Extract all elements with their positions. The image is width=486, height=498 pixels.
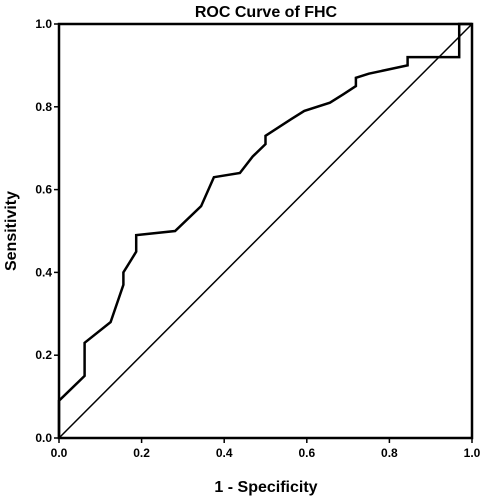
x-tick-label: 0.2 (133, 446, 150, 460)
x-tick-label: 0.0 (51, 446, 68, 460)
reference-line (58, 23, 473, 439)
plot-area: 0.0 0.2 0.4 0.6 0.8 1.0 0.0 0.2 0.4 0.6 0.8 1.0 (35, 17, 480, 460)
y-tick-label: 0.8 (35, 100, 52, 114)
y-tick-label: 0.0 (35, 431, 52, 445)
y-tick-label: 0.6 (35, 183, 52, 197)
x-tick-label: 0.4 (216, 446, 233, 460)
x-tick-label: 1.0 (464, 446, 481, 460)
y-tick-label: 0.2 (35, 348, 52, 362)
x-axis-label: 1 - Specificity (214, 479, 317, 496)
roc-curve-line (57, 22, 472, 438)
chart-title: ROC Curve of FHC (195, 4, 338, 21)
y-tick-label: 1.0 (35, 17, 52, 31)
x-tick-label: 0.6 (298, 446, 315, 460)
y-axis-label: Sensitivity (3, 191, 20, 271)
y-tick-label: 0.4 (35, 265, 52, 279)
x-tick-label: 0.8 (381, 446, 398, 460)
plot-frame (57, 22, 474, 440)
